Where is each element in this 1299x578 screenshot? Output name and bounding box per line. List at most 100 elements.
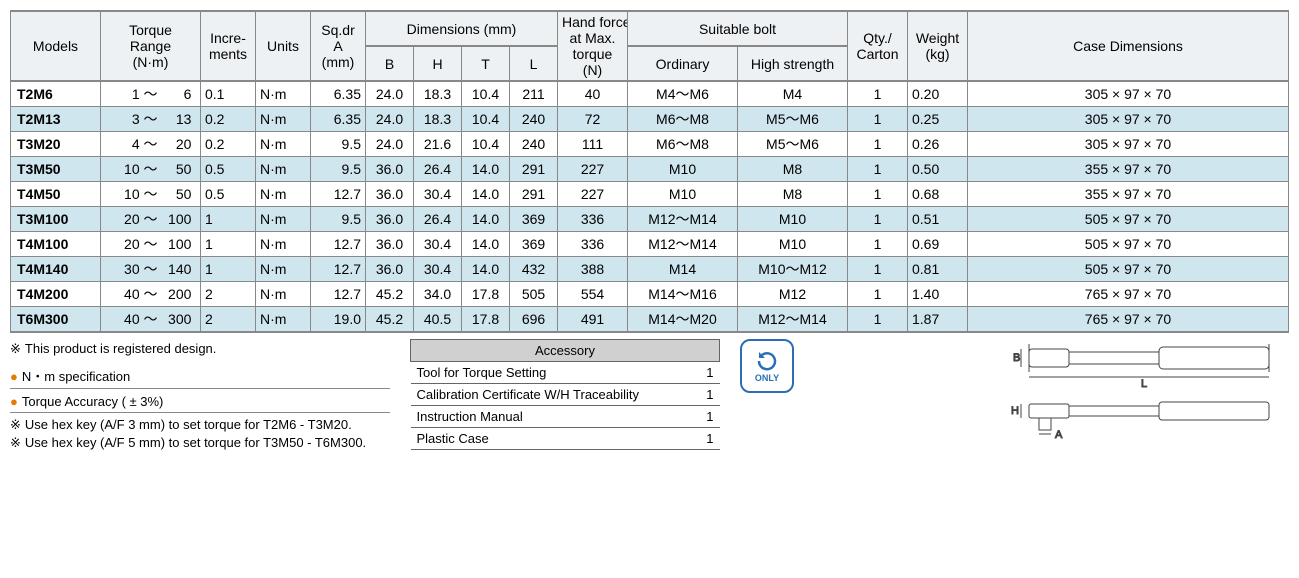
cell: 0.2: [201, 132, 256, 157]
cell: 369: [510, 232, 558, 257]
accessory-qty: 1: [688, 362, 720, 384]
col-sqdr: Sq.drA(mm): [311, 11, 366, 81]
cell: 291: [510, 157, 558, 182]
col-torque-range: TorqueRange(N·m): [101, 11, 201, 81]
cell: T3M100: [11, 207, 101, 232]
cell: M10: [628, 182, 738, 207]
cell: 0.5: [201, 182, 256, 207]
cell: 34.0: [414, 282, 462, 307]
table-row: T4M10020 ～ 1001N·m12.736.030.414.0369336…: [11, 232, 1289, 257]
cell: N·m: [256, 307, 311, 333]
cell: M8: [738, 182, 848, 207]
cell: 505 × 97 × 70: [968, 207, 1289, 232]
cell: N·m: [256, 157, 311, 182]
cell: M5～M6: [738, 107, 848, 132]
cell: 696: [510, 307, 558, 333]
cell: 505 × 97 × 70: [968, 257, 1289, 282]
accessory-name: Plastic Case: [411, 428, 688, 450]
svg-text:B: B: [1013, 352, 1020, 364]
cell: M12～M14: [738, 307, 848, 333]
cell: M4: [738, 81, 848, 107]
cell: 1: [848, 182, 908, 207]
cell: 0.81: [908, 257, 968, 282]
cell: 240: [510, 107, 558, 132]
cell: 1: [848, 157, 908, 182]
cell: 40.5: [414, 307, 462, 333]
cell: 21.6: [414, 132, 462, 157]
cell: M14: [628, 257, 738, 282]
cell: 12.7: [311, 182, 366, 207]
col-dim-b: B: [366, 46, 414, 81]
col-weight: Weight(kg): [908, 11, 968, 81]
cell: 40: [558, 81, 628, 107]
cell: 9.5: [311, 157, 366, 182]
cell: T3M50: [11, 157, 101, 182]
table-body: T2M61 ～ 60.1N·m6.3524.018.310.421140M4～M…: [11, 81, 1289, 332]
table-row: T3M204 ～ 200.2N·m9.524.021.610.4240111M6…: [11, 132, 1289, 157]
cell: T4M140: [11, 257, 101, 282]
cell: 291: [510, 182, 558, 207]
cell: 305 × 97 × 70: [968, 132, 1289, 157]
cell: 24.0: [366, 132, 414, 157]
cell: 12.7: [311, 232, 366, 257]
cell: N·m: [256, 81, 311, 107]
col-suitable-bolt: Suitable bolt: [628, 11, 848, 46]
table-row: T2M133 ～ 130.2N·m6.3524.018.310.424072M6…: [11, 107, 1289, 132]
cell: 1: [201, 207, 256, 232]
cell: 240: [510, 132, 558, 157]
cell: M10: [738, 207, 848, 232]
only-label: ONLY: [755, 373, 779, 383]
table-row: T2M61 ～ 60.1N·m6.3524.018.310.421140M4～M…: [11, 81, 1289, 107]
cell: 111: [558, 132, 628, 157]
cell: 36.0: [366, 257, 414, 282]
cell: 211: [510, 81, 558, 107]
col-dim-h: H: [414, 46, 462, 81]
cell: 36.0: [366, 157, 414, 182]
cell: 3 ～ 13: [101, 107, 201, 132]
cell: 26.4: [414, 157, 462, 182]
cell: N·m: [256, 232, 311, 257]
accessory-row: Calibration Certificate W/H Traceability…: [411, 384, 720, 406]
cell: 1: [848, 307, 908, 333]
accessory-name: Calibration Certificate W/H Traceability: [411, 384, 688, 406]
accessory-title: Accessory: [411, 340, 720, 362]
cell: 765 × 97 × 70: [968, 307, 1289, 333]
only-icon: ONLY: [740, 339, 794, 393]
table-row: T4M20040 ～ 2002N·m12.745.234.017.8505554…: [11, 282, 1289, 307]
cell: M8: [738, 157, 848, 182]
wrench-diagram: L B H A: [814, 339, 1289, 449]
cell: 17.8: [462, 282, 510, 307]
cell: 10.4: [462, 107, 510, 132]
spec-table: Models TorqueRange(N·m) Incre-ments Unit…: [10, 10, 1289, 333]
col-hand-force: Hand forceat Max.torque(N): [558, 11, 628, 81]
cell: N·m: [256, 282, 311, 307]
cell: 305 × 97 × 70: [968, 107, 1289, 132]
cell: 355 × 97 × 70: [968, 182, 1289, 207]
cell: 9.5: [311, 207, 366, 232]
cell: 0.1: [201, 81, 256, 107]
cell: 505 × 97 × 70: [968, 232, 1289, 257]
table-row: T4M5010 ～ 500.5N·m12.736.030.414.0291227…: [11, 182, 1289, 207]
cell: 4 ～ 20: [101, 132, 201, 157]
cell: 1.40: [908, 282, 968, 307]
cell: 0.69: [908, 232, 968, 257]
note-accuracy: Torque Accuracy ( ± 3%): [10, 391, 390, 413]
svg-text:A: A: [1055, 429, 1063, 441]
cell: 336: [558, 207, 628, 232]
cell: 10 ～ 50: [101, 182, 201, 207]
cell: 1 ～ 6: [101, 81, 201, 107]
cell: 40 ～ 300: [101, 307, 201, 333]
accessory-row: Instruction Manual1: [411, 406, 720, 428]
cell: 26.4: [414, 207, 462, 232]
cell: 491: [558, 307, 628, 333]
col-dim-t: T: [462, 46, 510, 81]
cell: 1: [848, 132, 908, 157]
cell: 2: [201, 282, 256, 307]
cell: N·m: [256, 257, 311, 282]
cell: M5～M6: [738, 132, 848, 157]
cell: M4～M6: [628, 81, 738, 107]
cell: 1: [848, 81, 908, 107]
accessory-qty: 1: [688, 406, 720, 428]
cell: M14～M20: [628, 307, 738, 333]
cell: N·m: [256, 132, 311, 157]
